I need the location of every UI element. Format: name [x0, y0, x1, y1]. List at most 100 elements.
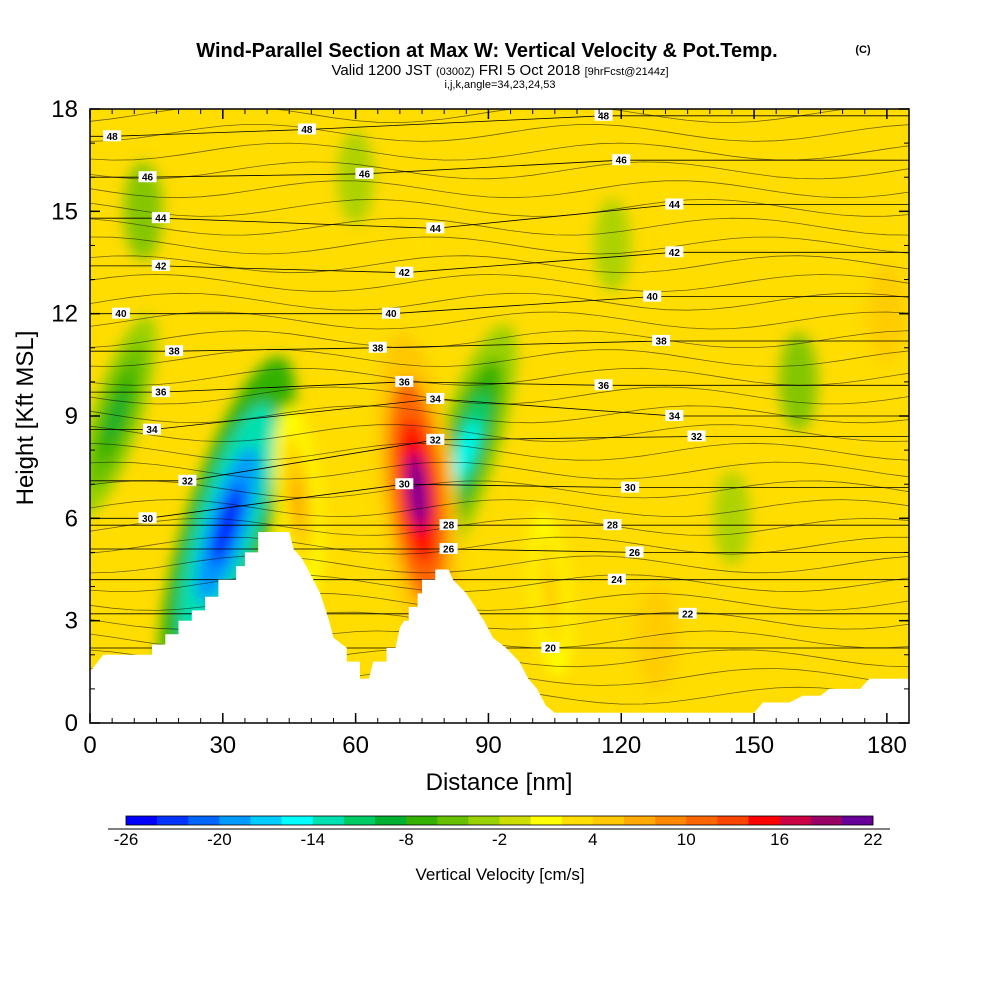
downdraft-core [106, 391, 127, 441]
terrain-mask [90, 532, 909, 723]
y-tick-label: 3 [65, 608, 78, 635]
updraft-core [545, 573, 556, 614]
velocity-patch [778, 332, 818, 432]
theta-contour-label: 48 [297, 123, 316, 136]
colorbar-swatch [312, 816, 345, 825]
theta-contour-value: 34 [146, 425, 158, 436]
theta-contour-line [90, 461, 909, 480]
colorbar-tick-label: -14 [300, 830, 325, 849]
theta-contour-line [90, 349, 909, 367]
colorbar-tick-label: -2 [492, 830, 507, 849]
colorbar-swatch [219, 816, 251, 825]
colorbar-swatch [810, 816, 843, 825]
theta-contour-value: 40 [647, 292, 659, 303]
colorbar-swatch [437, 816, 469, 825]
theta-contour-label: 32 [426, 433, 445, 446]
theta-contour-label: 26 [625, 546, 644, 559]
theta-contour-label: 40 [111, 307, 130, 320]
chart-title: Wind-Parallel Section at Max W: Vertical… [196, 40, 777, 62]
theta-contour-line [90, 161, 909, 180]
colorbar-label: Vertical Velocity [cm/s] [415, 865, 584, 884]
theta-contour-line [90, 442, 909, 461]
theta-contour-label: 34 [426, 392, 445, 405]
downdraft-core [454, 419, 479, 481]
theta-contour-value: 44 [430, 224, 442, 235]
colorbar-tick-label: 10 [677, 830, 696, 849]
theta-contour-label: 32 [178, 474, 197, 487]
theta-contour-line [90, 109, 850, 124]
theta-contour-value: 48 [598, 111, 610, 122]
colorbar-swatch [624, 816, 656, 825]
colorbar-swatch [717, 816, 749, 825]
colorbar-swatch [343, 816, 376, 825]
theta-contour-label: 36 [151, 386, 170, 399]
y-tick-label: 9 [65, 403, 78, 430]
theta-contour-value: 28 [443, 521, 455, 532]
theta-contour-line [90, 386, 909, 405]
theta-contour-value: 34 [430, 394, 442, 405]
colorbar-swatch [406, 816, 438, 825]
x-axis-label: Distance [nm] [426, 769, 573, 796]
subtitle-utc: (0300Z) [436, 66, 475, 78]
colorbar-frame [125, 815, 874, 826]
theta-contour-label: 48 [594, 109, 613, 122]
theta-contour-value: 30 [625, 483, 637, 494]
theta-contour-value: 32 [691, 432, 703, 443]
theta-contour-value: 30 [142, 514, 154, 525]
colorbar-swatch [655, 816, 687, 825]
colorbar-swatch [281, 816, 314, 825]
colorbar-swatch [499, 816, 531, 825]
theta-contour-value: 40 [115, 309, 127, 320]
colorbar-swatch [126, 816, 158, 825]
theta-contour-line [90, 236, 909, 255]
velocity-patch [636, 585, 678, 690]
velocity-patch [867, 264, 907, 364]
colorbar-swatch [530, 816, 563, 825]
theta-contour-value: 22 [682, 609, 694, 620]
plot-area: 48 46 44 42 40 38 36 34 32 30 48 46 44 42 40 38 36 34 32 30… [90, 109, 909, 723]
colorbar-swatch [779, 816, 812, 825]
colorbar-tick-label: 4 [588, 830, 597, 849]
theta-contour-value: 32 [430, 435, 442, 446]
theta-contour-line [90, 292, 909, 311]
theta-contour-label: 42 [665, 246, 684, 259]
theta-contour-label: 24 [607, 573, 626, 586]
x-tick-label: 120 [601, 732, 641, 759]
theta-contour-value: 24 [611, 575, 623, 586]
colorbar-tick-label: 22 [864, 830, 883, 849]
theta-contour-line [90, 180, 909, 199]
velocity-patch [227, 235, 263, 324]
x-tick-label: 150 [734, 732, 774, 759]
theta-contour-value: 46 [142, 173, 154, 184]
theta-contour-label: 20 [541, 641, 560, 654]
theta-contour-value: 32 [182, 476, 194, 487]
theta-contour-value: 42 [399, 268, 411, 279]
updraft-core [292, 478, 305, 525]
colorbar-swatch [592, 816, 625, 825]
subtitle-prefix: Valid 1200 JST [331, 62, 431, 79]
colorbar-tick-label: -26 [114, 830, 139, 849]
theta-contour-line [90, 367, 909, 386]
colorbar-tick-label: 16 [770, 830, 789, 849]
theta-contour-label: 44 [665, 198, 684, 211]
x-tick-label: 30 [209, 732, 236, 759]
theta-contour-line [90, 330, 909, 348]
theta-contour-line [90, 480, 909, 499]
theta-contour-value: 44 [669, 200, 681, 211]
theta-contour-value: 44 [155, 214, 167, 225]
theta-contour-label: 38 [165, 345, 184, 358]
theta-contour-value: 38 [372, 343, 384, 354]
theta-contour-value: 26 [629, 548, 641, 559]
theta-contour-label: 22 [678, 607, 697, 620]
theta-contour-label: 28 [439, 519, 458, 532]
theta-contour-value: 38 [169, 347, 181, 358]
velocity-patch [593, 198, 631, 293]
theta-contour-label: 42 [151, 259, 170, 272]
x-tick-label: 90 [475, 732, 502, 759]
theta-contour-label: 30 [138, 512, 157, 525]
theta-contour-label: 36 [594, 379, 613, 392]
colorbar-swatch [561, 816, 594, 825]
y-tick-label: 12 [51, 301, 78, 328]
colorbar-swatch [375, 816, 407, 825]
